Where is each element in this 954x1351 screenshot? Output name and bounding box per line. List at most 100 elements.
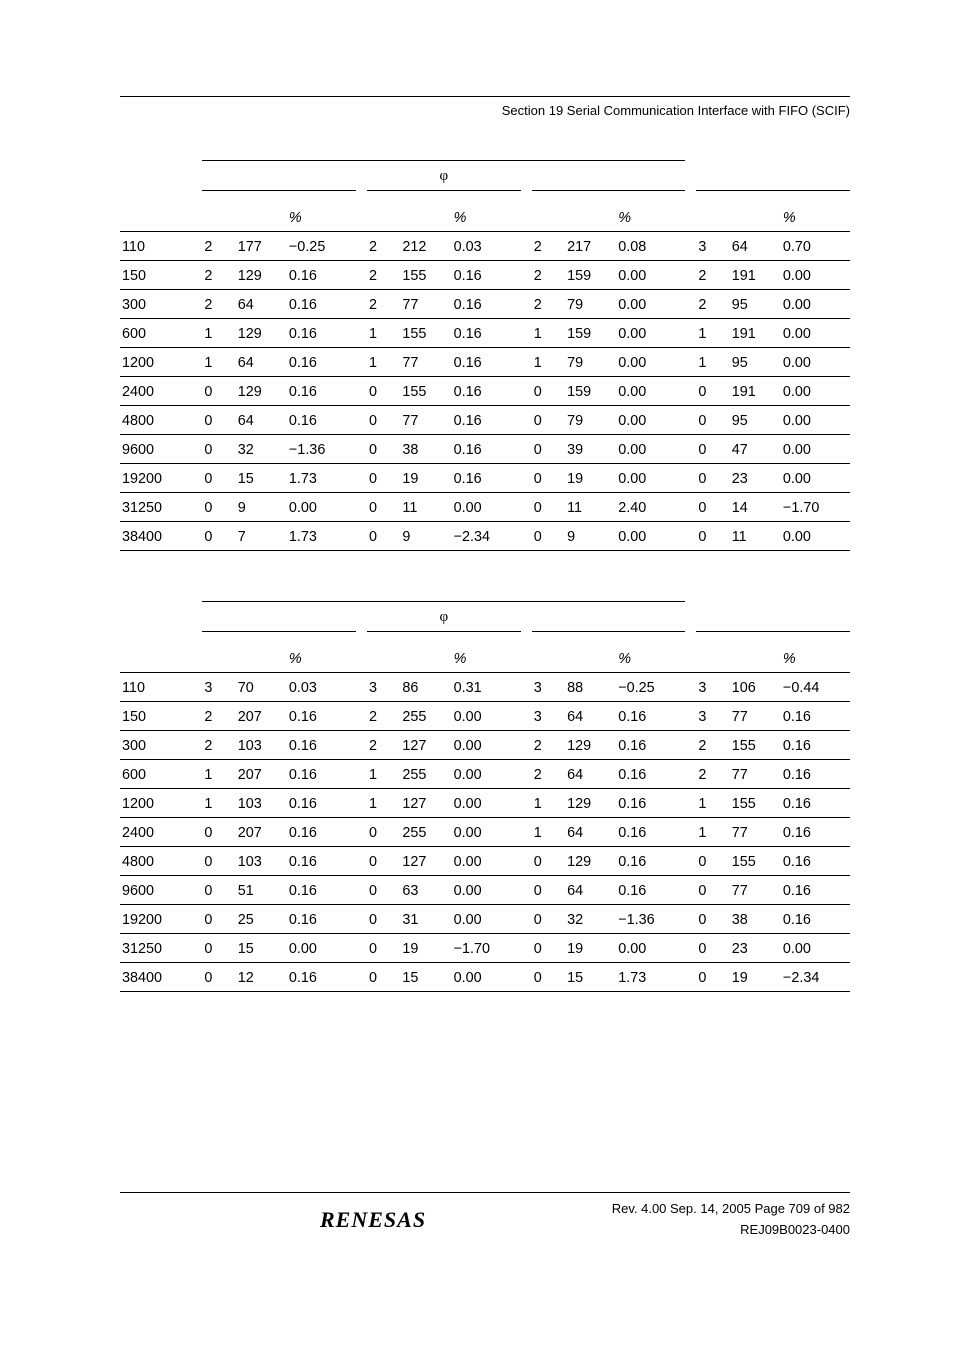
table-cell: 11 <box>565 493 616 522</box>
table-cell: 600 <box>120 319 191 348</box>
table-cell: 9600 <box>120 435 191 464</box>
table-row: 48000640.160770.160790.000950.00 <box>120 406 850 435</box>
table-cell: 2 <box>367 232 400 261</box>
table-cell: 38400 <box>120 522 191 551</box>
table-cell: 2 <box>202 702 235 731</box>
table-cell: 2 <box>367 731 400 760</box>
pct-header: % <box>287 203 356 232</box>
table-cell: 79 <box>565 406 616 435</box>
table-cell: 0 <box>696 522 729 551</box>
table-cell: 39 <box>565 435 616 464</box>
table-cell: 1 <box>532 348 565 377</box>
table-cell: 0.00 <box>452 493 521 522</box>
table-cell: 0.00 <box>287 934 356 963</box>
table-cell: 0 <box>532 963 565 992</box>
table-cell: −2.34 <box>781 963 850 992</box>
table-cell: 2 <box>532 290 565 319</box>
table-cell: 1 <box>202 760 235 789</box>
table-cell: 77 <box>730 818 781 847</box>
table-cell: 0.03 <box>287 673 356 702</box>
table-cell: 212 <box>400 232 451 261</box>
footer-rule <box>120 1192 850 1193</box>
table-cell: 19200 <box>120 464 191 493</box>
table-cell: 1200 <box>120 348 191 377</box>
table-cell: 191 <box>730 377 781 406</box>
table-cell: 0.16 <box>452 464 521 493</box>
table-cell: 0 <box>202 522 235 551</box>
table-cell: 0 <box>367 377 400 406</box>
table-cell: 1 <box>367 348 400 377</box>
table-cell: 77 <box>400 406 451 435</box>
table-cell: 2 <box>696 731 729 760</box>
table-cell: 0.16 <box>781 789 850 818</box>
table-cell: 0.16 <box>287 905 356 934</box>
table-cell: 129 <box>236 377 287 406</box>
table-cell: 255 <box>400 702 451 731</box>
table-cell: 129 <box>565 789 616 818</box>
table-cell: 2 <box>202 290 235 319</box>
table-cell: 0.08 <box>616 232 685 261</box>
table-cell: 15 <box>236 934 287 963</box>
table-cell: 110 <box>120 232 191 261</box>
table-row: 31250090.000110.000112.40014−1.70 <box>120 493 850 522</box>
table-cell: 0 <box>202 818 235 847</box>
table-cell: 159 <box>565 377 616 406</box>
table-cell: 1.73 <box>616 963 685 992</box>
table-cell: 0.00 <box>616 348 685 377</box>
table-cell: 1 <box>696 818 729 847</box>
header-section-text: Section 19 Serial Communication Interfac… <box>120 103 850 118</box>
table-cell: 2 <box>367 261 400 290</box>
table-cell: 0.16 <box>781 847 850 876</box>
table-cell: 64 <box>236 290 287 319</box>
table-cell: 0 <box>367 905 400 934</box>
table-cell: 150 <box>120 702 191 731</box>
table-cell: 19 <box>565 934 616 963</box>
table-cell: 19 <box>400 464 451 493</box>
table-cell: 38 <box>400 435 451 464</box>
table-cell: 0.00 <box>452 963 521 992</box>
table-cell: 150 <box>120 261 191 290</box>
table-cell: 207 <box>236 702 287 731</box>
table-cell: 64 <box>730 232 781 261</box>
table-cell: 0 <box>696 876 729 905</box>
table-cell: 155 <box>730 847 781 876</box>
table-cell: 1 <box>532 319 565 348</box>
table-cell: 0.00 <box>452 731 521 760</box>
table-cell: 3 <box>696 702 729 731</box>
table-cell: 9 <box>400 522 451 551</box>
table-cell: 19 <box>565 464 616 493</box>
table-cell: 217 <box>565 232 616 261</box>
table-cell: 0.16 <box>287 406 356 435</box>
table-cell: 155 <box>730 789 781 818</box>
table-cell: 155 <box>730 731 781 760</box>
table-cell: 0.31 <box>452 673 521 702</box>
table-cell: 64 <box>236 348 287 377</box>
table-cell: 0 <box>202 464 235 493</box>
table-cell: 106 <box>730 673 781 702</box>
table-cell: 155 <box>400 377 451 406</box>
table-cell: 0 <box>367 818 400 847</box>
table-cell: 0.16 <box>616 731 685 760</box>
footer-doc-id: REJ09B0023-0400 <box>612 1220 850 1241</box>
table-cell: 88 <box>565 673 616 702</box>
table-cell: 0.16 <box>452 290 521 319</box>
table-cell: −1.70 <box>781 493 850 522</box>
table-cell: 11 <box>400 493 451 522</box>
table-cell: 103 <box>236 789 287 818</box>
table-cell: 0.16 <box>287 760 356 789</box>
pct-header: % <box>452 203 521 232</box>
table-cell: 0.16 <box>287 963 356 992</box>
table-cell: 0.16 <box>287 789 356 818</box>
table-cell: 0 <box>367 847 400 876</box>
table-cell: 0.16 <box>616 876 685 905</box>
table-cell: 0 <box>202 847 235 876</box>
table-cell: 129 <box>565 731 616 760</box>
table-cell: 19200 <box>120 905 191 934</box>
table-cell: 0.00 <box>781 522 850 551</box>
phi-symbol: φ <box>439 168 448 184</box>
table-row: 30021030.1621270.0021290.1621550.16 <box>120 731 850 760</box>
table-cell: 1 <box>696 348 729 377</box>
table-cell: 0.00 <box>781 348 850 377</box>
table-cell: 0.16 <box>287 290 356 319</box>
table-cell: 0 <box>696 905 729 934</box>
